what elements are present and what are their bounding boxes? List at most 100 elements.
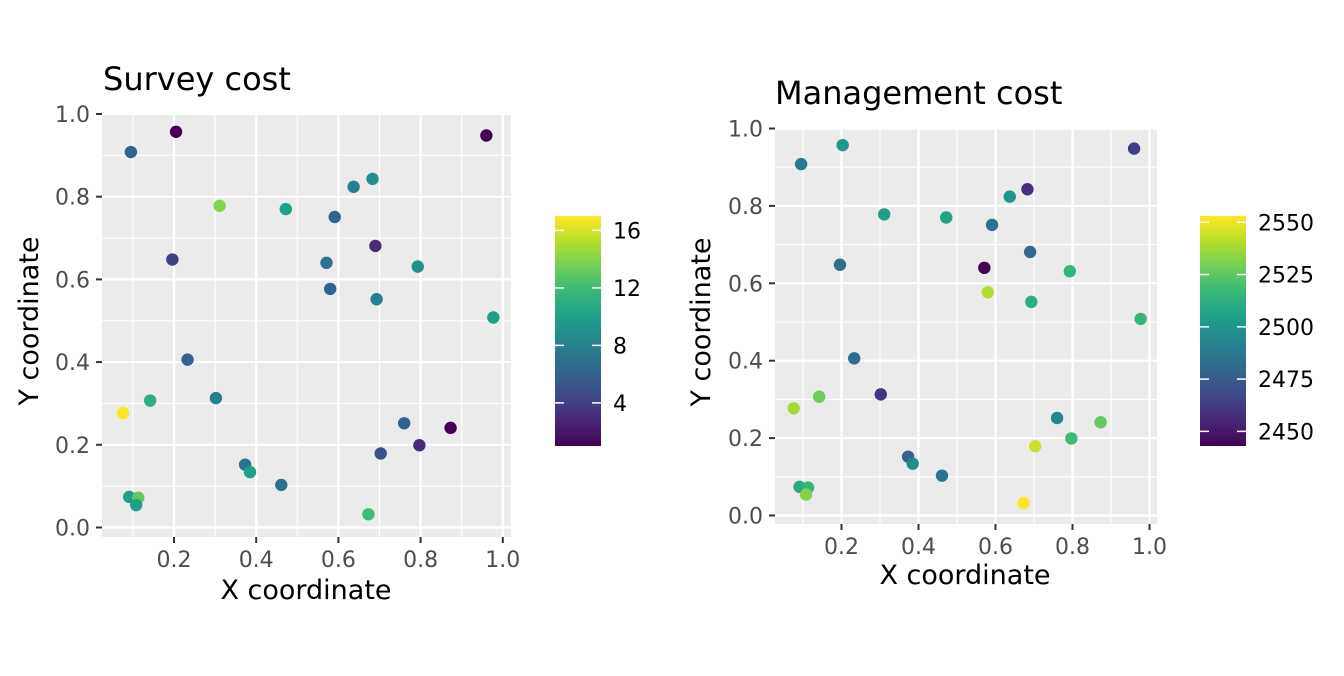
data-point — [129, 498, 143, 512]
colorbar — [1200, 216, 1246, 446]
data-point — [985, 218, 999, 232]
data-point — [487, 311, 500, 324]
data-point — [374, 447, 387, 460]
plot-panel — [775, 128, 1157, 524]
data-point — [935, 469, 949, 482]
data-point — [1023, 245, 1037, 259]
colorbar-tick-label: 8 — [613, 334, 627, 359]
data-point — [323, 282, 337, 296]
data-point — [1017, 496, 1030, 510]
data-point — [124, 145, 138, 159]
data-point — [1065, 432, 1078, 445]
y-tick-label: 0.2 — [728, 427, 763, 452]
data-point — [123, 490, 136, 504]
y-tick-label: 0.2 — [55, 434, 90, 459]
data-point — [413, 439, 426, 452]
data-point — [906, 457, 919, 470]
y-axis-label: Y coordinate — [686, 237, 717, 407]
data-point — [320, 256, 333, 270]
data-point — [397, 417, 411, 430]
data-point — [366, 172, 379, 186]
data-point — [181, 353, 194, 366]
data-point — [1028, 440, 1042, 453]
data-point — [794, 157, 808, 171]
colorbar — [555, 216, 601, 446]
y-axis-label: Y coordinate — [14, 236, 45, 406]
x-axis-label: X coordinate — [879, 560, 1050, 591]
data-point — [981, 286, 994, 299]
data-point — [480, 129, 493, 142]
colorbar-tick-label: 2550 — [1258, 211, 1314, 236]
colorbar-tick-label: 12 — [613, 277, 641, 302]
data-point — [878, 208, 891, 221]
x-tick-label: 0.8 — [1055, 535, 1090, 560]
data-point — [1127, 142, 1141, 155]
data-point — [275, 478, 288, 492]
plot-panel — [102, 115, 511, 537]
data-point — [243, 465, 257, 479]
data-point — [143, 394, 157, 407]
colorbar-tick-label: 2475 — [1258, 368, 1314, 393]
data-point — [166, 253, 179, 266]
data-point — [812, 390, 826, 403]
colorbar-tick-label: 2450 — [1258, 420, 1314, 445]
chart-title: Survey cost — [103, 60, 291, 98]
chart-title: Management cost — [775, 74, 1062, 112]
y-tick-label: 0.4 — [55, 351, 90, 376]
data-point — [836, 138, 849, 152]
data-point — [799, 488, 813, 501]
data-point — [213, 199, 226, 212]
x-axis-label: X coordinate — [220, 575, 391, 606]
management-cost-panel: 0.2 0.4 0.6 0.8 1.0 0.0 0.2 0.4 0.6 0.8 1.0 2450 247… — [686, 74, 1314, 591]
data-point — [347, 180, 360, 193]
data-point — [209, 391, 223, 405]
data-point — [1094, 416, 1107, 429]
data-point — [940, 211, 953, 224]
y-tick-label: 1.0 — [728, 118, 763, 143]
data-point — [116, 406, 130, 420]
data-point — [1050, 411, 1064, 425]
y-tick-label: 0.0 — [55, 517, 90, 542]
y-tick-label: 0.4 — [728, 350, 763, 375]
x-tick-label: 1.0 — [1132, 535, 1167, 560]
data-point — [787, 402, 800, 415]
x-tick-label: 0.2 — [824, 535, 859, 560]
y-tick-label: 0.6 — [55, 268, 90, 293]
y-tick-label: 1.0 — [55, 103, 90, 128]
x-tick-label: 0.6 — [978, 535, 1013, 560]
colorbar-tick-label: 16 — [613, 219, 641, 244]
data-point — [369, 239, 382, 253]
data-point — [1003, 190, 1016, 203]
data-point — [1025, 295, 1038, 309]
data-point — [978, 261, 991, 275]
x-tick-label: 1.0 — [485, 548, 520, 573]
data-point — [169, 125, 183, 138]
data-point — [874, 388, 887, 401]
x-tick-label: 0.6 — [321, 548, 356, 573]
colorbar-tick-label: 2500 — [1258, 316, 1314, 341]
data-point — [411, 260, 424, 273]
data-point — [328, 210, 341, 224]
x-tick-label: 0.8 — [403, 548, 438, 573]
y-tick-label: 0.6 — [728, 272, 763, 297]
data-point — [362, 508, 375, 521]
colorbar-tick-label: 2525 — [1258, 264, 1314, 289]
y-tick-label: 0.0 — [728, 505, 763, 530]
y-tick-label: 0.8 — [728, 195, 763, 220]
data-point — [1063, 265, 1077, 278]
data-point — [1134, 312, 1147, 326]
survey-cost-panel: 0.2 0.4 0.6 0.8 1.0 0.0 0.2 0.4 0.6 0.8 1.0 4 8 12 16 S… — [14, 60, 641, 606]
data-point — [444, 421, 457, 435]
x-tick-label: 0.4 — [239, 548, 274, 573]
data-point — [833, 258, 847, 271]
colorbar-tick-label: 4 — [613, 392, 627, 417]
data-point — [1021, 183, 1034, 196]
y-tick-label: 0.8 — [55, 186, 90, 211]
data-point — [848, 352, 861, 365]
data-point — [370, 293, 383, 306]
data-point — [279, 202, 292, 216]
x-tick-label: 0.4 — [901, 535, 936, 560]
x-tick-label: 0.2 — [157, 548, 192, 573]
